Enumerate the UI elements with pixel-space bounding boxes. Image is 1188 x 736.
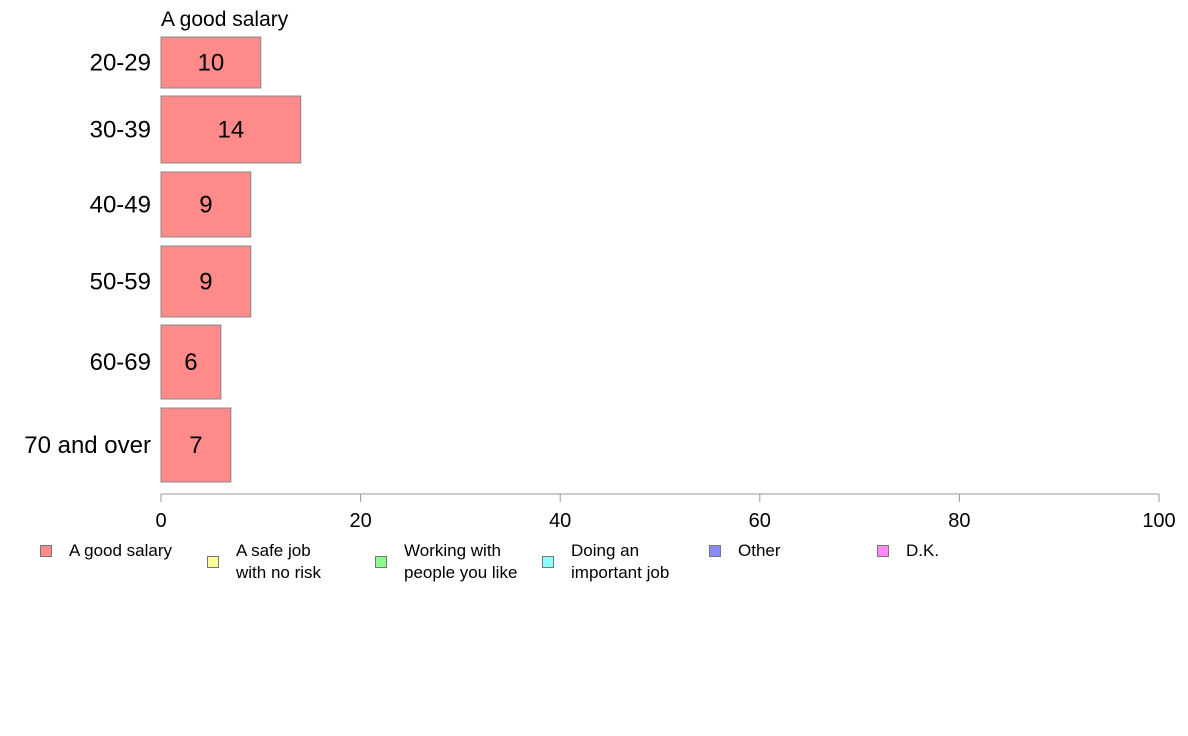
legend-label-working-with-people: Working with people you like xyxy=(404,541,518,582)
category-label-20-29: 20-29 xyxy=(90,50,151,77)
bar-20-29 xyxy=(160,36,262,89)
legend-label-dk: D.K. xyxy=(906,541,940,560)
legend-item-important-job: Doing an important job xyxy=(542,540,669,584)
bar-40-49 xyxy=(160,171,252,238)
legend-swatch-important-job xyxy=(542,556,554,568)
x-tick-label-20: 20 xyxy=(349,510,371,532)
category-label-30-39: 30-39 xyxy=(90,117,151,144)
x-tick-label-0: 0 xyxy=(155,510,166,532)
bar-30-39 xyxy=(160,95,302,164)
legend-label-good-salary: A good salary xyxy=(69,541,173,560)
legend-swatch-working-with-people xyxy=(375,556,387,568)
legend-label-safe-job: A safe job with no risk xyxy=(236,541,322,582)
data-label-20-29: 10 xyxy=(198,50,225,77)
category-label-40-49: 40-49 xyxy=(90,192,151,219)
legend-item-good-salary: A good salary xyxy=(40,540,172,562)
legend-item-working-with-people: Working with people you like xyxy=(375,540,517,584)
legend-swatch-dk xyxy=(877,545,889,557)
category-label-60-69: 60-69 xyxy=(90,349,151,376)
legend-swatch-other xyxy=(709,545,721,557)
bar-70-and-over xyxy=(160,407,232,483)
data-label-50-59: 9 xyxy=(199,269,212,296)
legend-item-other: Other xyxy=(709,540,781,562)
bar-chart: A good salary 10 20-29 14 30-39 9 40-49 9 50-59… xyxy=(24,8,1176,532)
x-axis: 0 20 40 60 80 100 xyxy=(155,493,1176,532)
data-label-60-69: 6 xyxy=(184,349,197,376)
data-label-70-and-over: 7 xyxy=(189,432,202,459)
data-label-40-49: 9 xyxy=(199,192,212,219)
legend-label-important-job: Doing an important job xyxy=(571,541,670,582)
x-tick-label-40: 40 xyxy=(549,510,571,532)
category-label-70-and-over: 70 and over xyxy=(24,432,151,459)
bars-layer: 10 20-29 14 30-39 9 40-49 9 50-59 6 60-69 7 70 and … xyxy=(24,36,302,483)
data-label-30-39: 14 xyxy=(218,117,245,144)
category-label-50-59: 50-59 xyxy=(90,269,151,296)
bar-60-69 xyxy=(160,324,222,400)
legend-label-other: Other xyxy=(738,541,781,560)
chart-title: A good salary xyxy=(161,8,289,31)
x-tick-label-60: 60 xyxy=(749,510,771,532)
legend-swatch-safe-job xyxy=(207,556,219,568)
x-tick-label-80: 80 xyxy=(948,510,970,532)
x-tick-label-100: 100 xyxy=(1142,510,1175,532)
legend: A good salary A safe job with no risk Wo… xyxy=(0,540,1188,600)
legend-swatch-good-salary xyxy=(40,545,52,557)
legend-item-safe-job: A safe job with no risk xyxy=(207,540,321,584)
legend-item-dk: D.K. xyxy=(877,540,939,562)
bar-50-59 xyxy=(160,245,252,318)
